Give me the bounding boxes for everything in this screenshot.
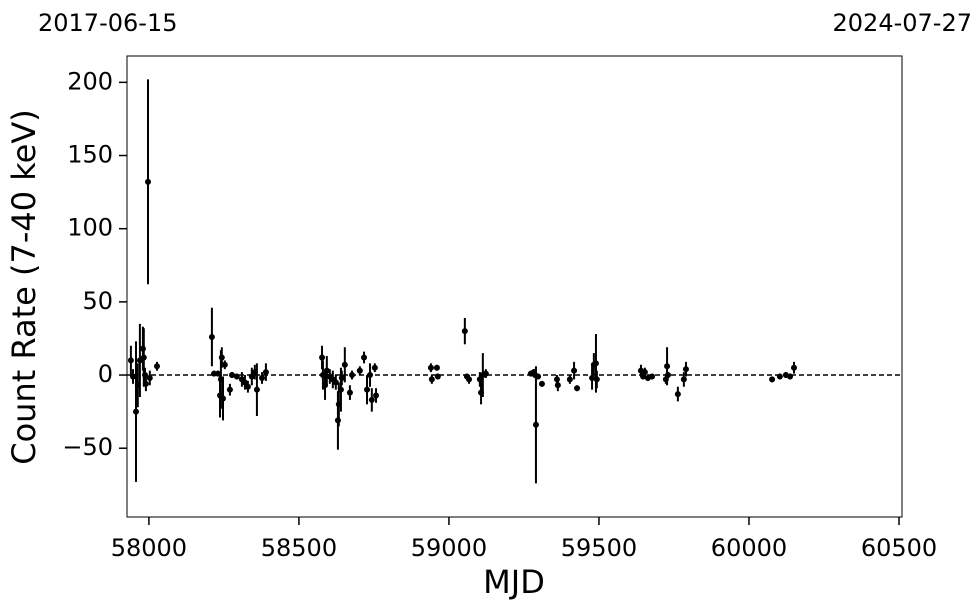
data-point [532, 421, 539, 428]
data-point [145, 178, 152, 185]
data-point [649, 373, 656, 380]
y-tick-label: 200 [67, 67, 113, 95]
x-tick-label: 58000 [111, 534, 187, 562]
x-tick-label: 58500 [261, 534, 337, 562]
y-tick-label: −50 [62, 433, 113, 461]
data-point [427, 364, 434, 371]
data-point [346, 389, 353, 396]
data-point [140, 354, 147, 361]
data-point [244, 383, 251, 390]
data-point [776, 373, 783, 380]
data-point [571, 367, 578, 374]
data-point [220, 395, 227, 402]
data-point [323, 367, 330, 374]
data-point [787, 373, 794, 380]
data-point [574, 385, 581, 392]
x-tick-label: 59000 [411, 534, 487, 562]
data-point [466, 376, 473, 383]
data-point [338, 374, 345, 381]
y-axis-label: Count Rate (7-40 keV) [5, 109, 43, 464]
data-point [592, 360, 599, 367]
data-point [332, 379, 339, 386]
data-point [208, 333, 215, 340]
data-point [682, 366, 689, 373]
data-point [146, 374, 153, 381]
data-point [349, 372, 356, 379]
data-point [680, 376, 687, 383]
data-point [142, 372, 149, 379]
data-point [641, 369, 648, 376]
start-date: 2017-06-15 [38, 9, 177, 37]
y-tick-label: 0 [98, 360, 113, 388]
data-point [361, 354, 368, 361]
data-point [218, 354, 225, 361]
data-point [367, 372, 374, 379]
data-point [371, 364, 378, 371]
x-axis-label: MJD [483, 563, 545, 601]
data-point [482, 370, 489, 377]
y-tick-label: 100 [67, 214, 113, 242]
data-point [368, 396, 375, 403]
data-point [226, 386, 233, 393]
data-point [259, 374, 266, 381]
data-point [241, 379, 248, 386]
data-point [233, 373, 240, 380]
data-point [262, 369, 269, 376]
data-point [229, 372, 236, 379]
data-point [133, 408, 140, 415]
data-point [461, 328, 468, 335]
data-point [674, 391, 681, 398]
data-point [566, 376, 573, 383]
data-point [337, 386, 344, 393]
data-point [248, 373, 255, 380]
data-point [664, 372, 671, 379]
data-point [341, 361, 348, 368]
y-tick-label: 150 [67, 141, 113, 169]
data-point [356, 367, 363, 374]
data-point [593, 376, 600, 383]
data-point [790, 364, 797, 371]
data-point [538, 380, 545, 387]
data-point [434, 373, 441, 380]
data-point [428, 376, 435, 383]
data-point [373, 392, 380, 399]
end-date: 2024-07-27 [833, 9, 972, 37]
x-tick-label: 59500 [561, 534, 637, 562]
x-tick-label: 60500 [861, 534, 937, 562]
data-point [664, 363, 671, 370]
y-tick-label: 50 [82, 287, 113, 315]
x-tick-label: 60000 [711, 534, 787, 562]
data-point [769, 376, 776, 383]
data-point [130, 373, 137, 380]
data-point [253, 386, 260, 393]
data-point [535, 373, 542, 380]
data-point [319, 354, 326, 361]
data-point [221, 361, 228, 368]
data-point [364, 386, 371, 393]
data-point [154, 363, 161, 370]
data-point [127, 357, 134, 364]
plot-frame [126, 55, 903, 518]
data-point [554, 382, 561, 389]
data-point [433, 364, 440, 371]
